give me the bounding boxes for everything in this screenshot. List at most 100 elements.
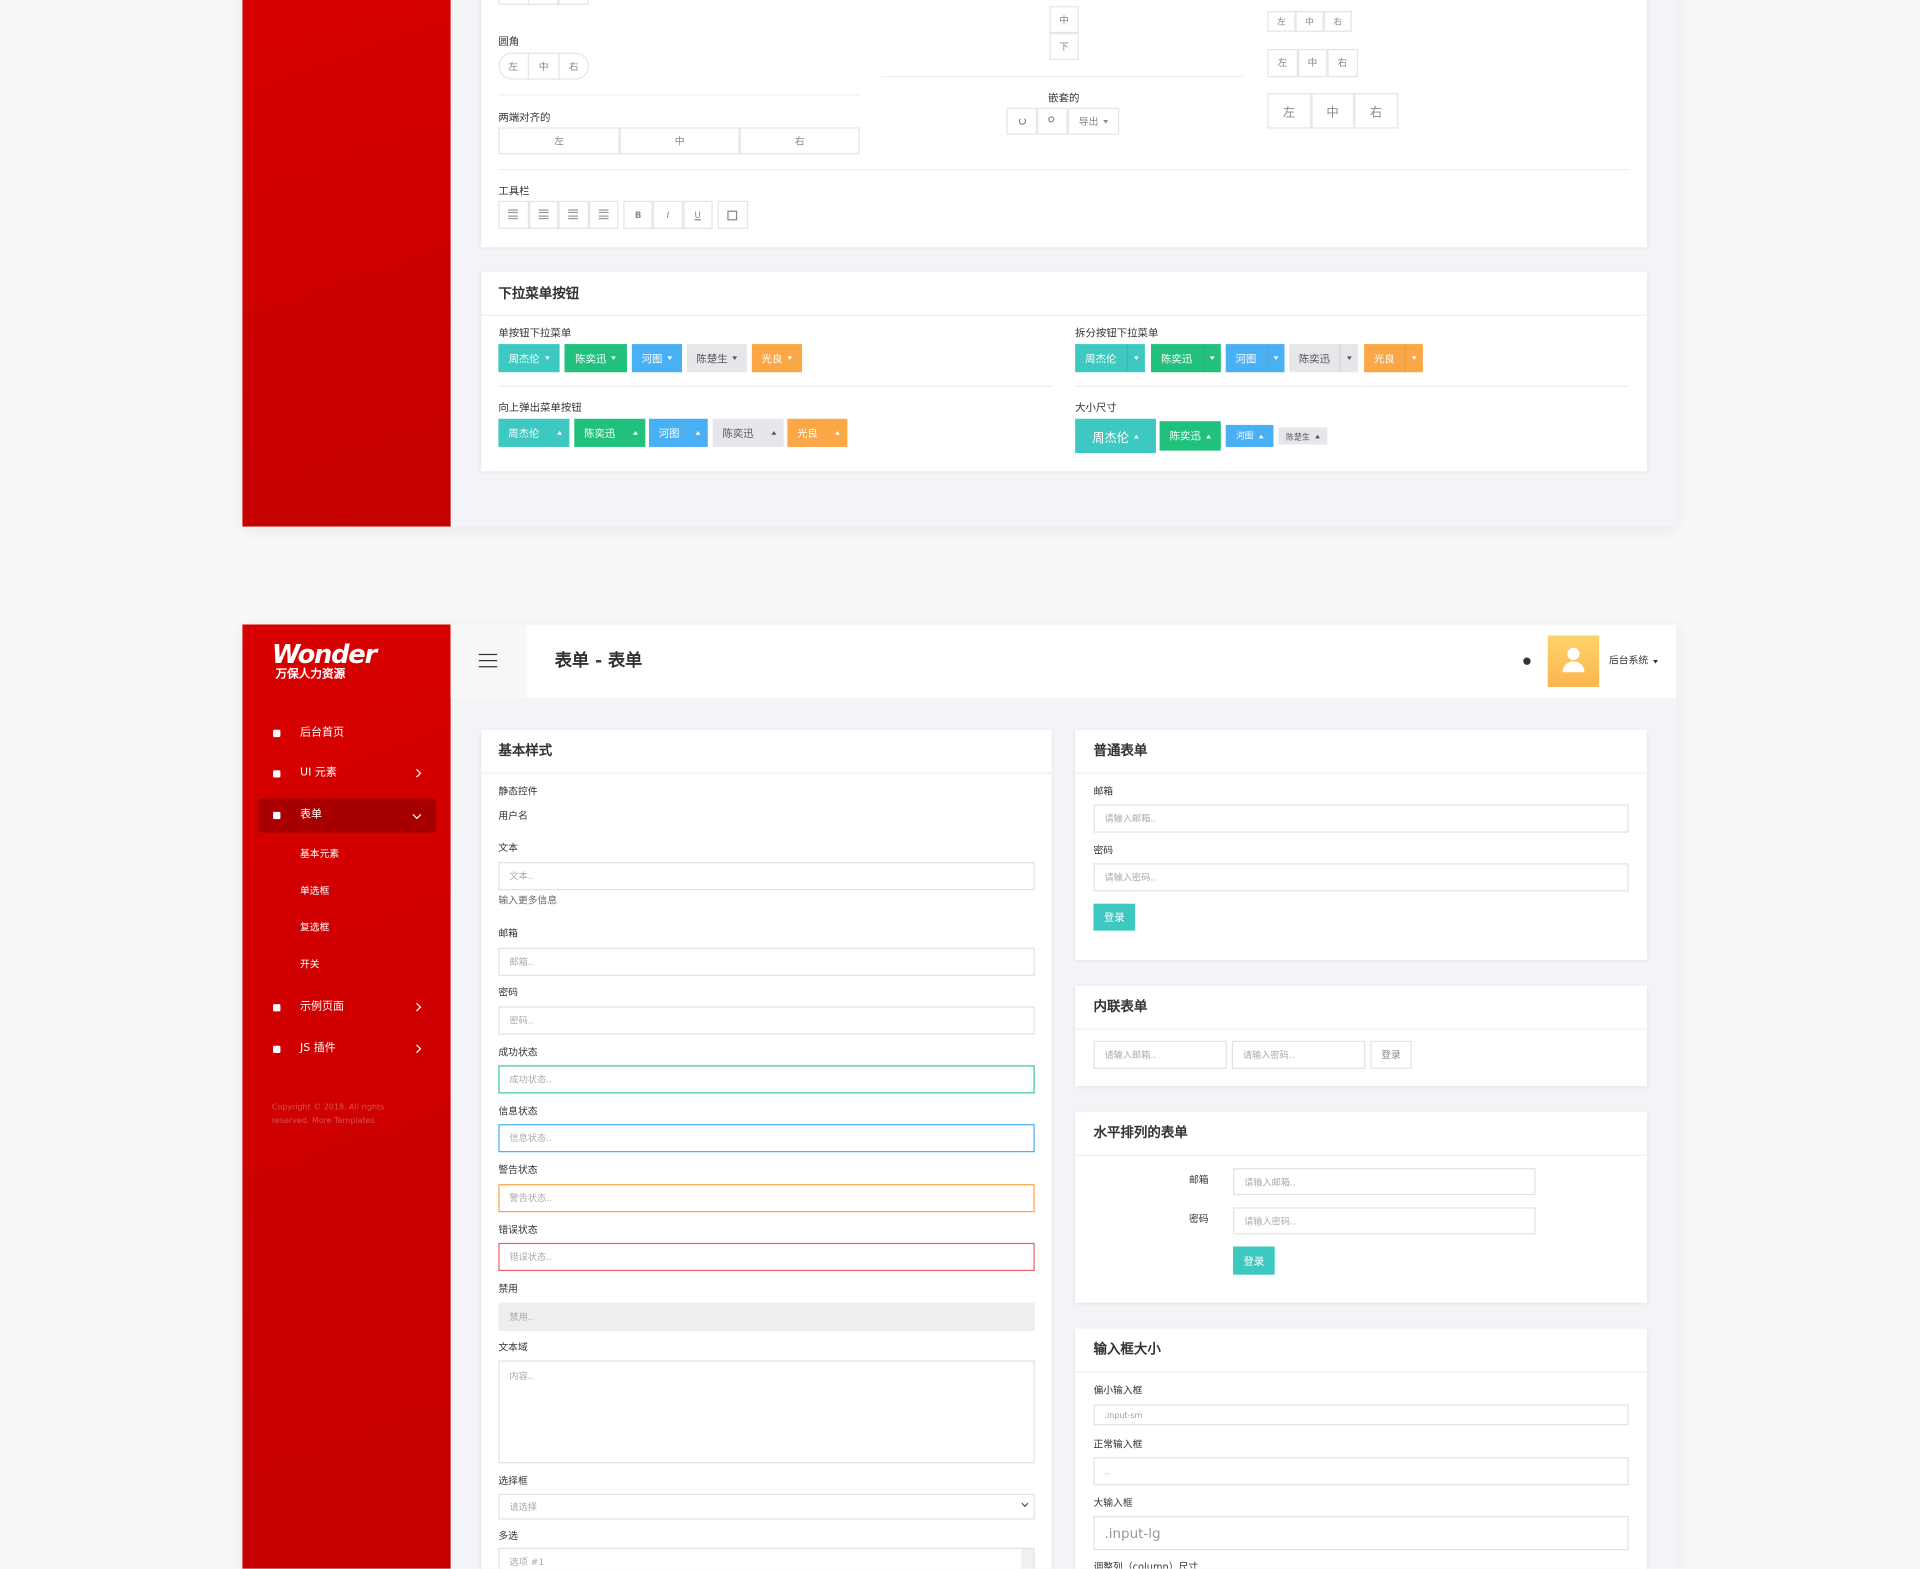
button[interactable]: 左	[1267, 11, 1296, 32]
dropdown-button[interactable]: 导出	[1067, 107, 1120, 135]
input[interactable]: 信息状态..	[498, 1124, 1035, 1153]
dropup-button[interactable]: 河图	[1225, 424, 1274, 447]
input[interactable]: 内容..	[498, 1360, 1035, 1464]
divider	[1075, 1371, 1647, 1373]
dropup-button[interactable]: 周杰伦	[498, 418, 570, 447]
dropup-button[interactable]: 周杰伦	[1075, 418, 1156, 454]
dropdown-button[interactable]: 光良	[751, 344, 803, 373]
button[interactable]: 左	[498, 127, 620, 155]
input[interactable]: ..	[1093, 1457, 1629, 1486]
submenu-item[interactable]: 复选框	[300, 922, 330, 934]
button[interactable]: 中	[1297, 48, 1328, 78]
submenu-item[interactable]: 单选框	[300, 885, 330, 897]
button[interactable]: 中	[1310, 93, 1355, 129]
input[interactable]: 警告状态..	[498, 1184, 1035, 1213]
submit-button[interactable]: 登录	[1370, 1040, 1412, 1069]
input[interactable]: 禁用..	[498, 1302, 1035, 1332]
align-icon-line	[568, 212, 578, 214]
input[interactable]: 选项 #1	[498, 1547, 1035, 1569]
button[interactable]	[498, 200, 529, 229]
input[interactable]: .input-lg	[1093, 1515, 1629, 1551]
format-button[interactable]: B	[623, 200, 654, 229]
input[interactable]: 文本..	[498, 862, 1035, 891]
button[interactable]: 左	[1267, 48, 1298, 78]
dropdown-button[interactable]: 陈奕迅	[564, 344, 627, 373]
dropup-button[interactable]: 陈奕迅	[1159, 421, 1221, 451]
split-button[interactable]: 河图	[1225, 344, 1267, 373]
split-toggle[interactable]	[1266, 344, 1285, 373]
submit-button[interactable]: 登录	[1093, 903, 1136, 931]
button[interactable]	[558, 200, 589, 229]
button[interactable]: 右	[1323, 11, 1352, 32]
card-title: 内联表单	[1093, 998, 1148, 1015]
input[interactable]: 密码..	[498, 1006, 1035, 1035]
input[interactable]: 请输入邮箱..	[1093, 804, 1629, 833]
button[interactable]: 左	[1267, 93, 1311, 129]
button[interactable]: 中	[619, 127, 740, 155]
split-toggle[interactable]	[1339, 344, 1358, 373]
button[interactable]	[717, 200, 748, 229]
input[interactable]: 请输入邮箱..	[1233, 1168, 1536, 1196]
button[interactable]: 右	[1354, 93, 1398, 129]
search-icon	[1048, 116, 1055, 123]
card-title: 下拉菜单按钮	[498, 285, 580, 302]
menu-item[interactable]: 后台首页	[300, 726, 345, 739]
button[interactable]	[527, 0, 559, 5]
caret	[695, 431, 701, 435]
input[interactable]: 请输入密码..	[1233, 1207, 1536, 1235]
menu-item[interactable]: 示例页面	[300, 1001, 345, 1014]
split-button[interactable]: 陈奕迅	[1289, 344, 1340, 373]
menu-active[interactable]	[258, 798, 436, 833]
menu-item[interactable]: 表单	[300, 808, 323, 822]
format-button[interactable]: U	[682, 200, 713, 229]
dropup-button[interactable]: 陈楚生	[1278, 427, 1328, 445]
format-button[interactable]: I	[653, 200, 683, 229]
avatar-head	[1567, 647, 1580, 661]
dropdown-button[interactable]: 陈楚生	[686, 344, 747, 373]
dropdown-button[interactable]: 周杰伦	[498, 344, 560, 373]
input[interactable]: 成功状态..	[498, 1065, 1035, 1094]
input[interactable]: 错误状态..	[498, 1242, 1035, 1272]
dropup-button[interactable]: 陈奕迅	[712, 418, 784, 447]
input[interactable]: 请选择	[498, 1493, 1035, 1520]
dropup-button[interactable]: 河图	[648, 418, 708, 447]
split-button[interactable]: 光良	[1364, 344, 1405, 373]
button[interactable]: 左	[498, 52, 529, 80]
button[interactable]: 中	[1295, 11, 1324, 32]
button[interactable]	[558, 0, 589, 5]
button[interactable]	[498, 0, 529, 5]
field-label: 选择框	[498, 1475, 528, 1487]
split-button[interactable]: 周杰伦	[1075, 344, 1127, 373]
split-toggle[interactable]	[1404, 344, 1423, 373]
split-toggle[interactable]	[1126, 344, 1145, 373]
input[interactable]: 邮箱..	[498, 947, 1035, 976]
button[interactable]	[528, 200, 559, 229]
split-button[interactable]: 陈奕迅	[1151, 344, 1203, 373]
button[interactable]: 右	[568, 60, 579, 72]
button[interactable]: 下	[1049, 33, 1079, 61]
page-title: 表单 - 表单	[554, 651, 643, 672]
button[interactable]: 右	[1327, 48, 1358, 78]
submenu-item[interactable]: 开关	[300, 958, 320, 970]
align-icon-line	[538, 209, 548, 211]
dropup-button[interactable]: 陈奕迅	[574, 418, 646, 447]
submit-button[interactable]: 登录	[1233, 1246, 1275, 1275]
input[interactable]: 请输入密码..	[1231, 1040, 1366, 1069]
input[interactable]: .input-sm	[1093, 1404, 1629, 1426]
submenu-item[interactable]: 基本元素	[300, 848, 340, 860]
input[interactable]: 请输入邮箱..	[1093, 1040, 1227, 1069]
dropdown-button[interactable]: 河图	[631, 344, 683, 373]
split-toggle[interactable]	[1202, 344, 1221, 373]
menu-item[interactable]: JS 插件	[300, 1042, 336, 1055]
align-icon-line	[508, 217, 518, 220]
button[interactable]	[588, 200, 619, 229]
menu-item[interactable]: UI 元素	[300, 767, 337, 780]
user-menu[interactable]: 后台系统	[1609, 656, 1658, 666]
button[interactable]: 右	[739, 127, 860, 155]
input[interactable]: 请输入密码..	[1093, 863, 1629, 892]
button[interactable]: 中	[529, 52, 560, 80]
dropup-button[interactable]: 光良	[787, 418, 848, 447]
button[interactable]: 中	[1049, 6, 1079, 34]
card-title: 输入框大小	[1093, 1341, 1161, 1358]
